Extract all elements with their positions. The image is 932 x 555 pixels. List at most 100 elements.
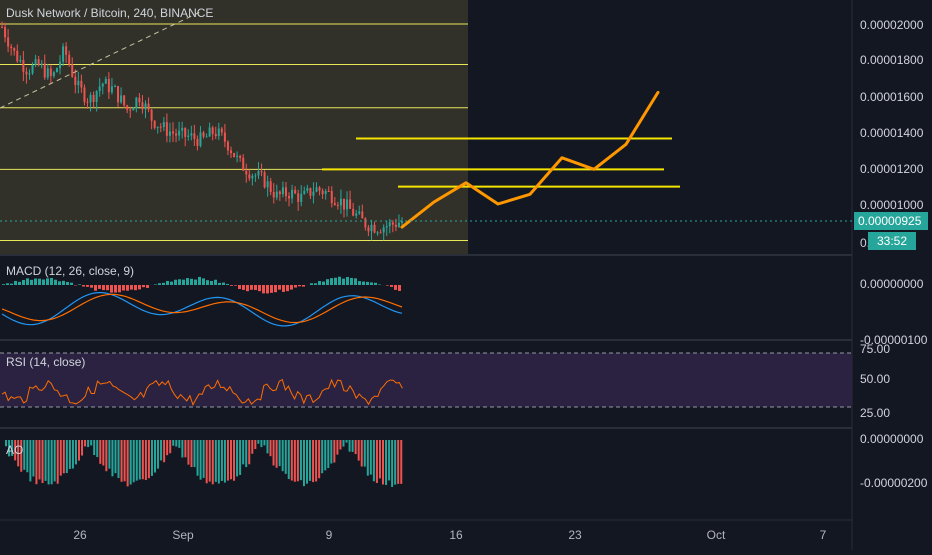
ao-tick: -0.00000200 [860, 476, 927, 490]
macd-histogram-bar [10, 284, 13, 285]
ao-bar [154, 440, 156, 472]
ao-bar [187, 440, 189, 465]
candle-body [71, 64, 73, 76]
candle-body [358, 211, 360, 213]
macd-histogram-bar [118, 285, 121, 292]
macd-histogram-bar [298, 285, 301, 286]
ao-bar [355, 440, 357, 454]
candle-body [68, 55, 70, 65]
macd-histogram-bar [346, 277, 349, 285]
current-price-badge: 0.00000925 [854, 212, 928, 230]
candle-body [99, 87, 101, 91]
macd-histogram-bar [234, 285, 237, 286]
ao-bar [327, 440, 329, 468]
macd-histogram-bar [18, 282, 21, 285]
macd-histogram-bar [338, 277, 341, 285]
candle-body [114, 86, 116, 87]
price-tick: 0.00001800 [860, 53, 923, 67]
macd-histogram-bar [42, 280, 45, 285]
candle-body [41, 64, 43, 65]
macd-histogram-bar [222, 283, 225, 285]
ao-bar [26, 440, 28, 472]
candle-body [203, 132, 205, 136]
ao-bar [148, 440, 150, 478]
ao-bar [163, 440, 165, 462]
macd-histogram-bar [58, 281, 61, 285]
rsi-label[interactable]: RSI (14, close) [6, 355, 85, 369]
macd-histogram-bar [98, 285, 101, 289]
ao-bar [266, 440, 268, 453]
price-axis[interactable]: 0.00002000 0.00001800 0.00001600 0.00001… [852, 0, 932, 550]
time-tick: Sep [172, 528, 193, 542]
ao-label[interactable]: AO [6, 443, 23, 457]
macd-histogram-bar [370, 282, 373, 285]
candle-body [178, 131, 180, 136]
macd-histogram-bar [86, 285, 89, 287]
candle-body [322, 191, 324, 194]
ao-bar [248, 440, 250, 464]
ao-bar [297, 440, 299, 481]
macd-histogram-bar [22, 280, 25, 285]
macd-histogram-bar [314, 283, 317, 285]
ao-bar [151, 440, 153, 476]
ao-bar [339, 440, 341, 449]
ao-bar [242, 440, 244, 464]
candle-body [77, 81, 79, 85]
price-tick: 0.00001200 [860, 162, 923, 176]
macd-histogram-bar [310, 283, 313, 285]
ao-bar [273, 440, 275, 466]
candle-body [264, 172, 266, 187]
macd-histogram-bar [62, 281, 65, 285]
candle-body [169, 131, 171, 135]
candle-body [325, 191, 327, 194]
ao-bar [263, 440, 265, 445]
ao-bar [270, 440, 272, 456]
macd-histogram-bar [102, 285, 105, 290]
candle-body [56, 68, 58, 72]
ao-bar [361, 440, 363, 467]
ao-bar [303, 440, 305, 486]
macd-histogram-bar [286, 285, 289, 291]
candle-body [62, 46, 64, 61]
candle-body [239, 156, 241, 158]
macd-histogram-bar [38, 279, 41, 285]
candle-body [19, 60, 21, 61]
ao-bar [388, 440, 390, 480]
candle-body [346, 199, 348, 209]
ao-bar [260, 440, 262, 447]
macd-histogram-bar [78, 284, 81, 285]
macd-histogram-bar [170, 282, 173, 285]
ao-bar [102, 440, 104, 465]
candle-body [175, 133, 177, 135]
macd-histogram-bar [362, 282, 365, 285]
highlight-zone [0, 0, 468, 254]
candle-body [196, 139, 198, 146]
candle-body [44, 64, 46, 78]
macd-histogram-bar [82, 285, 85, 287]
candle-body [251, 176, 253, 179]
candle-body [218, 129, 220, 137]
macd-histogram-bar [2, 284, 5, 285]
macd-histogram-bar [70, 283, 73, 285]
macd-histogram-bar [274, 285, 277, 292]
candle-body [32, 65, 34, 73]
macd-histogram-bar [378, 284, 381, 285]
ao-bar [48, 440, 50, 484]
ao-bar [215, 440, 217, 482]
candle-body [273, 192, 275, 198]
price-tick: 0.00001400 [860, 126, 923, 140]
macd-label[interactable]: MACD (12, 26, close, 9) [6, 264, 134, 278]
candle-body [25, 72, 27, 75]
ao-bar [230, 440, 232, 479]
ao-bar [391, 440, 393, 487]
macd-histogram-bar [158, 283, 161, 285]
time-tick: Oct [707, 528, 726, 542]
candle-body [370, 225, 372, 231]
ao-bar [57, 440, 59, 484]
macd-histogram-bar [278, 285, 281, 290]
candle-body [276, 192, 278, 198]
macd-histogram-bar [270, 285, 273, 293]
time-tick: 7 [820, 528, 827, 542]
